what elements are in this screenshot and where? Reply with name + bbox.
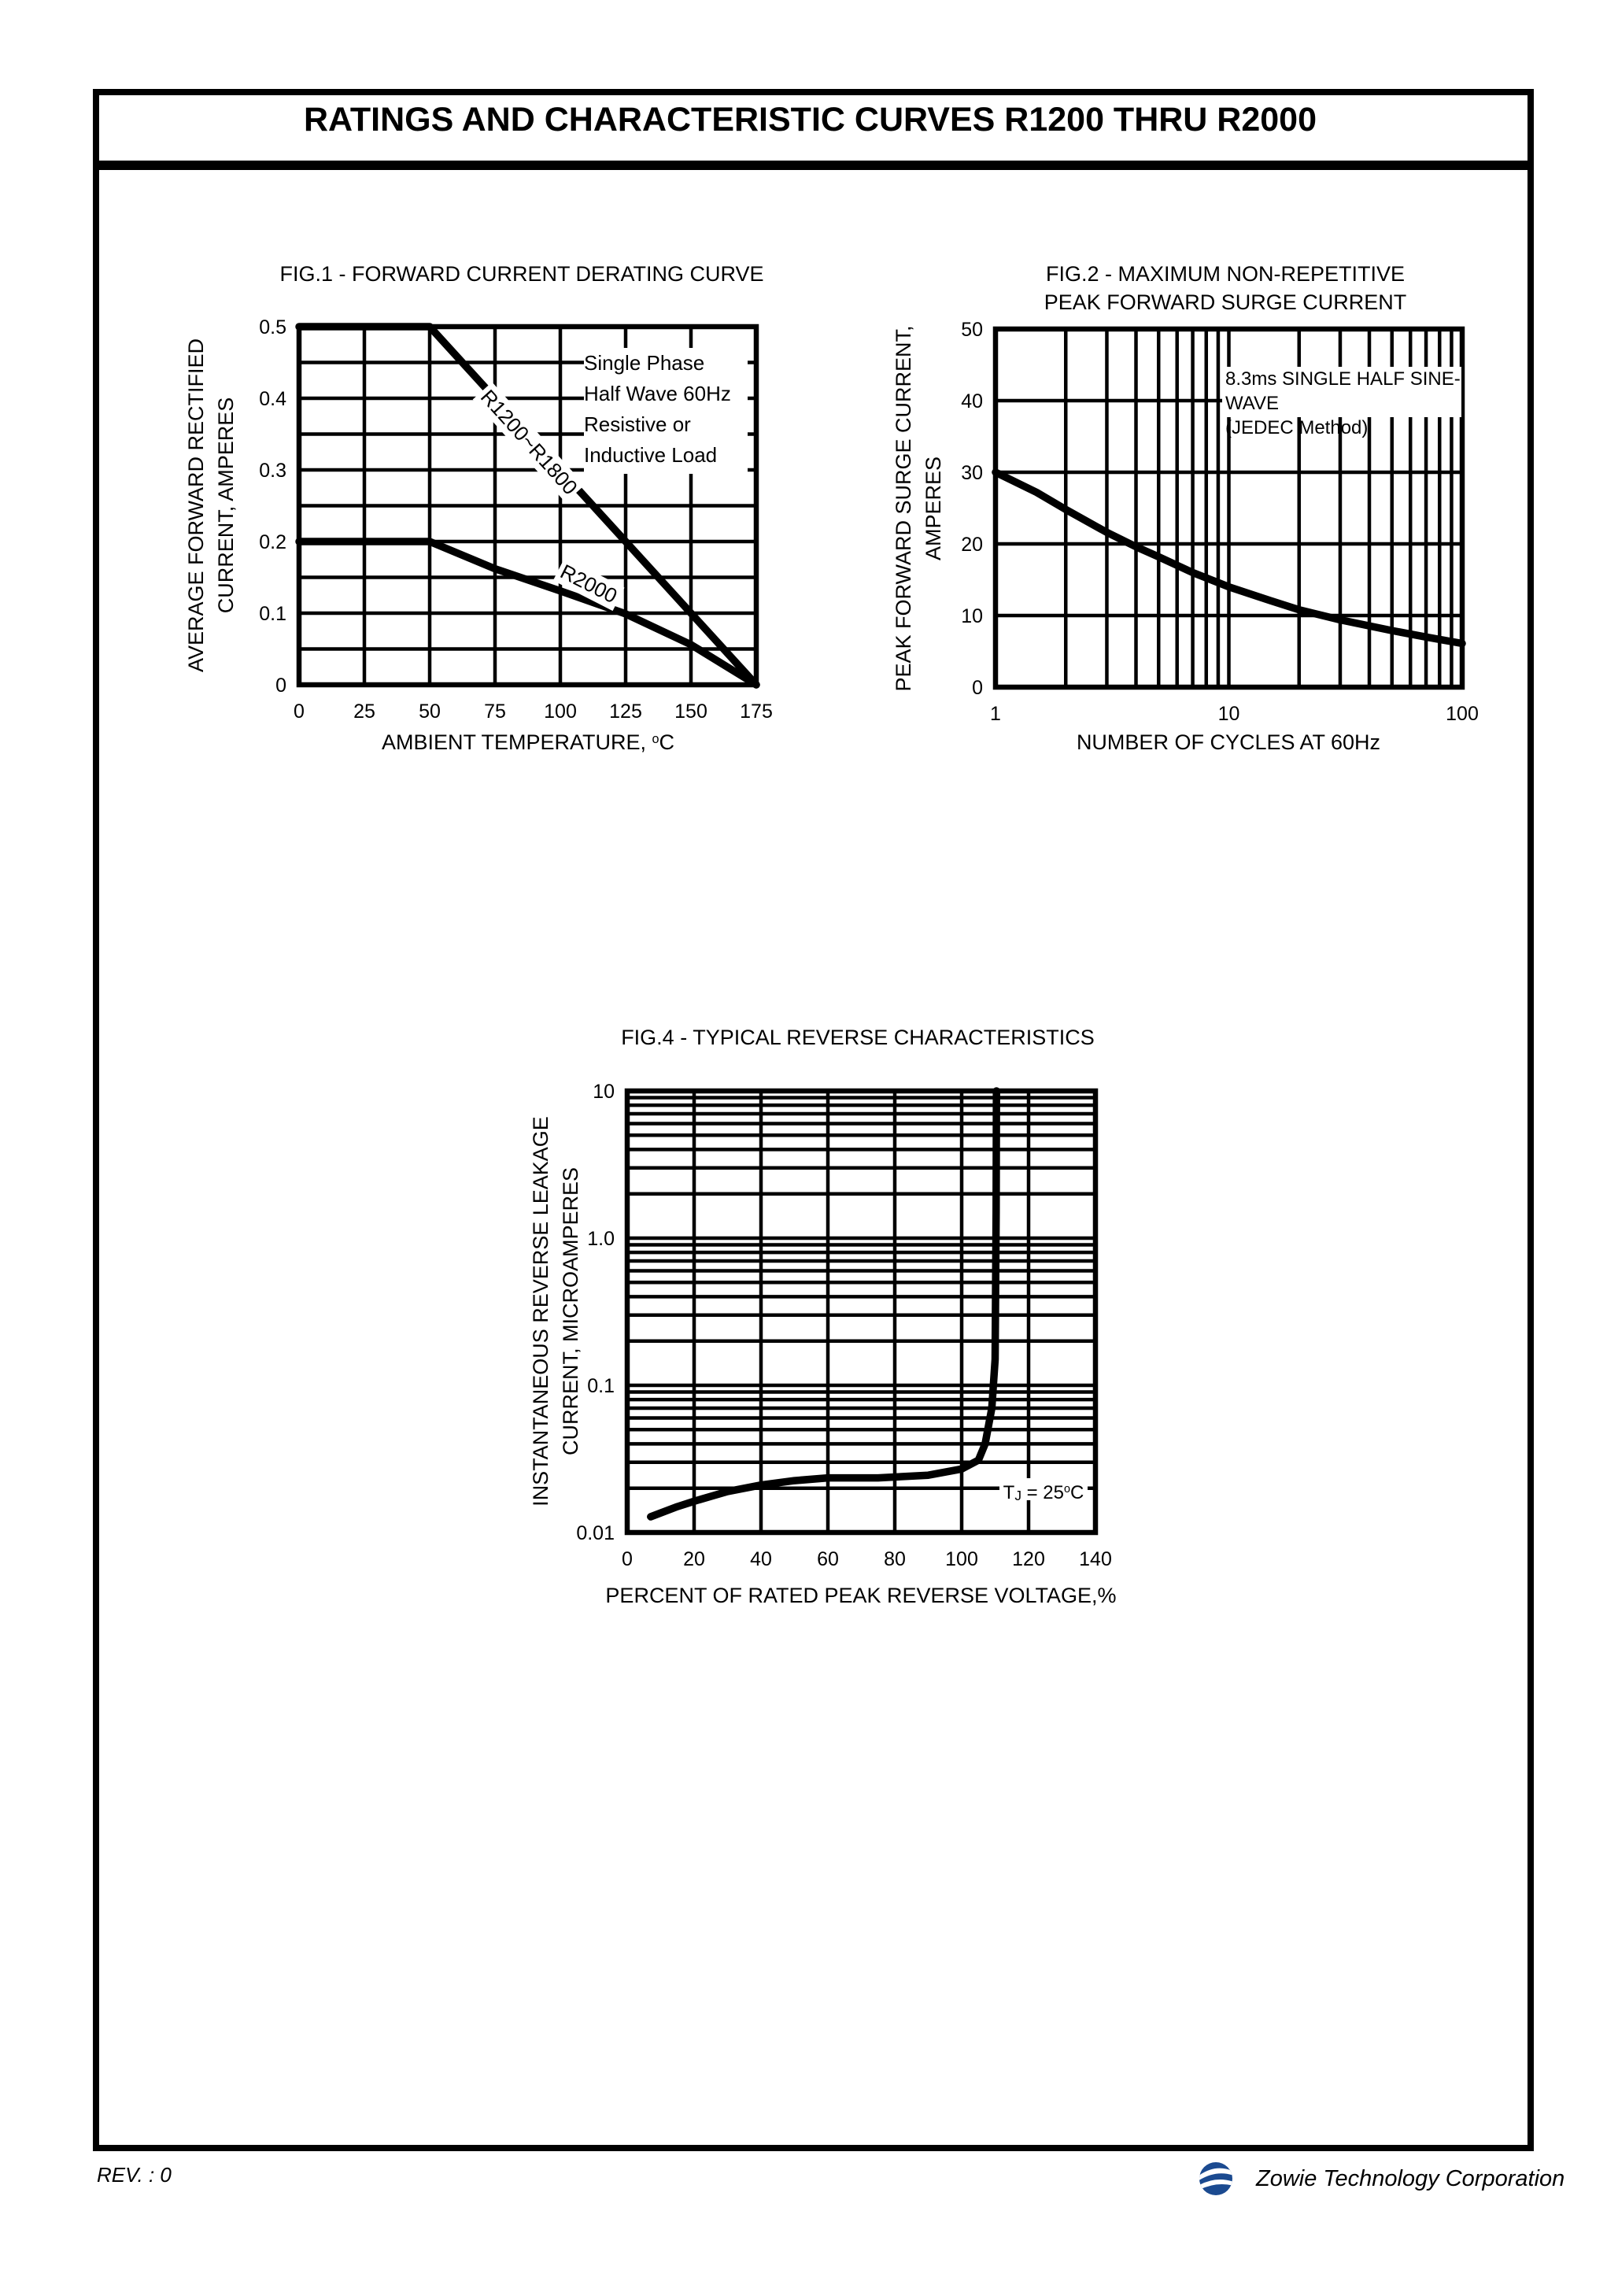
svg-text:140: 140	[1079, 1548, 1112, 1570]
fig1-x-axis-label: AMBIENT TEMPERATURE, oC	[381, 730, 675, 754]
svg-text:20: 20	[683, 1548, 705, 1570]
fig2-series-surge	[992, 468, 1466, 648]
svg-text:10: 10	[961, 605, 983, 627]
fig2-title: FIG.2 - MAXIMUM NON-REPETITIVE PEAK FORW…	[1044, 262, 1407, 314]
fig1-title: FIG.1 - FORWARD CURRENT DERATING CURVE	[279, 262, 764, 286]
svg-text:30: 30	[961, 462, 983, 484]
svg-text:0.2: 0.2	[259, 531, 286, 553]
svg-text:100: 100	[544, 701, 577, 723]
fig2-y-axis-label: PEAK FORWARD SURGE CURRENT, AMPERES	[892, 325, 945, 692]
svg-text:40: 40	[961, 390, 983, 412]
fig1-annotation: Single Phase Half Wave 60Hz Resistive or…	[584, 348, 748, 474]
fig4-title: FIG.4 - TYPICAL REVERSE CHARACTERISTICS	[621, 1026, 1095, 1049]
svg-text:0: 0	[275, 675, 286, 697]
fig2-annotation: 8.3ms SINGLE HALF SINE-WAVE (JEDEC Metho…	[1222, 367, 1461, 438]
svg-text:100: 100	[945, 1548, 978, 1570]
svg-text:1: 1	[990, 703, 1001, 725]
svg-text:20: 20	[961, 534, 983, 556]
svg-text:0: 0	[294, 701, 305, 723]
svg-text:10: 10	[1218, 703, 1240, 725]
svg-text:50: 50	[419, 701, 441, 723]
svg-text:1.0: 1.0	[587, 1228, 615, 1250]
svg-text:0.4: 0.4	[259, 388, 286, 410]
svg-text:25: 25	[353, 701, 375, 723]
company-name: Zowie Technology Corporation	[1256, 2166, 1565, 2191]
svg-text:150: 150	[674, 701, 707, 723]
title-separator	[93, 161, 1527, 170]
svg-text:60: 60	[817, 1548, 839, 1570]
svg-text:75: 75	[484, 701, 506, 723]
svg-text:100: 100	[1446, 703, 1479, 725]
footer-revision: REV. : 0	[97, 2163, 172, 2187]
fig1-series-R2000	[295, 538, 760, 689]
fig1-series-R1200~R1800	[295, 323, 760, 689]
svg-text:120: 120	[1012, 1548, 1045, 1570]
svg-text:0.1: 0.1	[259, 603, 286, 625]
page-title: RATINGS AND CHARACTERISTIC CURVES R1200 …	[303, 101, 1317, 139]
fig4-series-leakage	[647, 1087, 1000, 1521]
fig4-annotation-tj: TJ = 25oC	[999, 1478, 1088, 1503]
fig1-y-axis-label: AVERAGE FORWARD RECTIFIED CURRENT, AMPER…	[184, 338, 238, 673]
zowie-logo-icon	[1199, 2162, 1232, 2195]
svg-text:0: 0	[622, 1548, 633, 1570]
svg-text:10: 10	[593, 1081, 615, 1103]
svg-text:80: 80	[884, 1548, 906, 1570]
fig4-y-axis-label: INSTANTANEOUS REVERSE LEAKAGE CURRENT, M…	[529, 1116, 582, 1507]
svg-text:0.5: 0.5	[259, 316, 286, 338]
fig1-plot: 0 25 50 75 100 125 150 175 0 0.1 0.2 0.3 0.4 0.5	[259, 316, 773, 723]
svg-text:0.1: 0.1	[587, 1375, 615, 1397]
fig2-x-axis-label: NUMBER OF CYCLES AT 60Hz	[1076, 730, 1381, 754]
page-border	[93, 89, 1534, 2151]
svg-text:0.3: 0.3	[259, 460, 286, 482]
fig4-x-axis-label: PERCENT OF RATED PEAK REVERSE VOLTAGE,%	[605, 1584, 1117, 1607]
svg-text:175: 175	[740, 701, 773, 723]
svg-text:50: 50	[961, 319, 983, 341]
svg-text:0: 0	[972, 677, 983, 699]
fig4-plot: 0 20 40 60 80 100 120 140 0.01 0.1 1.0 10	[576, 1081, 1112, 1570]
svg-text:125: 125	[609, 701, 642, 723]
svg-text:40: 40	[750, 1548, 772, 1570]
svg-text:0.01: 0.01	[576, 1522, 615, 1544]
